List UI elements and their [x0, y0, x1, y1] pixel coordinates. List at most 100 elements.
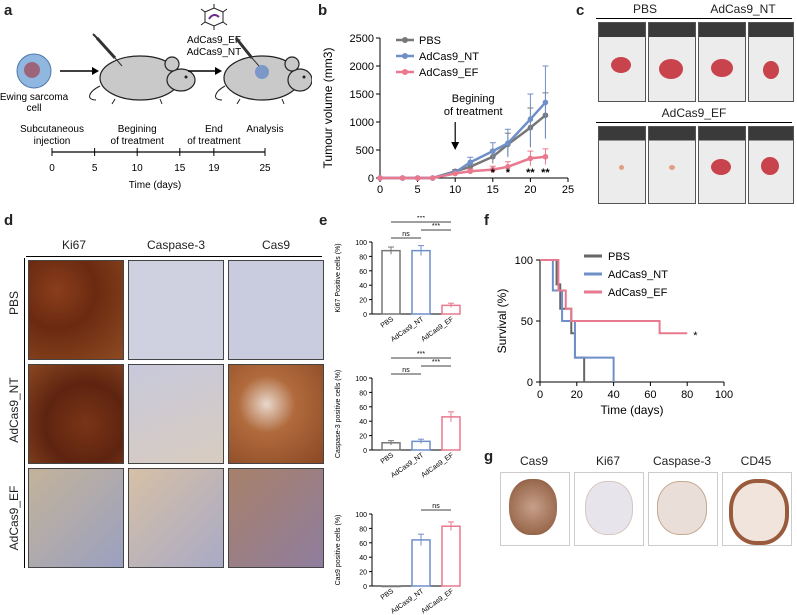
timeline-tick-label: 0: [49, 163, 55, 174]
tile-pbs-caspase3: [128, 260, 224, 360]
slice-cd45: [722, 472, 792, 546]
f-x-tick-label: 100: [715, 389, 733, 401]
f-x-tick-label: 40: [607, 389, 619, 401]
e-bar: [441, 525, 461, 587]
e-bar: [381, 249, 401, 315]
e-y-tick-label: 20: [359, 434, 367, 441]
syringe-2-icon: [234, 37, 260, 67]
photo-nt-2: [748, 22, 794, 102]
e-category-label: PBS: [380, 588, 396, 602]
slice-ki67: [574, 472, 644, 546]
e-sig-label: ns: [402, 231, 410, 238]
tile-ef-cas9: [228, 468, 324, 568]
e-y-tick-label: 20: [359, 298, 367, 305]
data-point: [505, 164, 511, 170]
legend-label: AdCas9_NT: [419, 51, 479, 63]
timeline-tick-label: 25: [259, 163, 271, 174]
survival-chart: 0 20 40 60 80 100 0 50 100 Time (days) Survival (%…: [495, 251, 733, 417]
e-sig-label: ***: [432, 223, 440, 230]
legend-label: AdCas9_EF: [419, 67, 479, 79]
data-point: [542, 99, 549, 106]
tile-nt-caspase3: [128, 364, 224, 464]
e-category-label: AdCas9_EF: [420, 452, 455, 479]
photo-ef-4: [748, 126, 794, 204]
legend-marker: [402, 69, 408, 75]
f-series-line-2: [540, 259, 688, 335]
legend-label: PBS: [419, 35, 441, 47]
panel-label-b: b: [318, 2, 328, 19]
f-legend-label: PBS: [608, 251, 630, 263]
f-x-axis-label: Time (days): [601, 403, 664, 417]
f-legend-label: AdCas9_EF: [608, 287, 668, 299]
x-tick-label: 10: [449, 184, 461, 196]
e-y-tick-label: 100: [355, 512, 367, 519]
photo-nt-1: [698, 22, 746, 102]
tile-ef-ki67: [28, 468, 124, 568]
photo-header-pbs: PBS: [632, 2, 657, 16]
timeline-xlabel: Time (days): [129, 180, 181, 191]
panel-a-schematic: Ewing sarcoma cell AdCas9_EF AdCas9_NT: [0, 4, 312, 191]
timeline-step-label: End: [205, 124, 223, 135]
d-row-pbs: PBS: [7, 290, 21, 315]
x-tick-label: 15: [487, 184, 499, 196]
timeline-tick-label: 10: [132, 163, 144, 174]
mouse-1-icon: [89, 55, 196, 105]
e-bar: [411, 539, 431, 587]
panel-label-c: c: [576, 2, 585, 19]
data-point: [542, 153, 549, 160]
timeline-tick-label: 5: [92, 163, 98, 174]
photo-ef-1: [598, 126, 646, 204]
e-sig-label: ***: [417, 351, 425, 358]
timeline-tick-label: 15: [174, 163, 186, 174]
cell-label-line2: cell: [26, 103, 41, 114]
f-y-tick-label: 100: [515, 255, 533, 267]
syringe-1-icon: [92, 33, 123, 67]
data-point: [377, 175, 383, 181]
y-tick-label: 1000: [350, 117, 374, 129]
e-y-tick-label: 40: [359, 555, 367, 562]
tile-nt-cas9: [228, 364, 324, 464]
y-tick-label: 500: [356, 145, 374, 157]
significance-mark: **: [526, 167, 535, 179]
data-point: [399, 175, 406, 181]
e-y-tick-label: 100: [355, 376, 367, 383]
d-col-caspase3: Caspase-3: [146, 238, 206, 252]
series-line-2: [380, 155, 546, 180]
e-y-tick-label: 100: [355, 240, 367, 247]
data-point: [527, 116, 534, 122]
g-label-cas9: Cas9: [519, 454, 548, 468]
timeline-step-label: of treatment: [187, 136, 241, 147]
f-legend-label: AdCas9_NT: [608, 269, 668, 281]
y-tick-label: 2000: [350, 61, 374, 73]
e-y-tick-label: 60: [359, 269, 367, 276]
photo-header-nt: AdCas9_NT: [710, 2, 776, 16]
timeline-step-label: Subcutaneous: [20, 124, 84, 135]
tile-ef-caspase3: [128, 468, 224, 568]
panel-label-e: e: [319, 212, 328, 229]
timeline-step-label: Analysis: [246, 124, 283, 135]
annotation-arrowhead: [451, 142, 460, 150]
y-tick-label: 0: [368, 173, 374, 185]
data-point: [490, 166, 496, 173]
tumour-volume-chart: 0 5 10 15 20 25 0 500 1000 1500 2000 2500 Tumour vol…: [321, 33, 574, 196]
e-category-label: PBS: [380, 452, 396, 466]
slice-caspase3: [648, 472, 718, 546]
e-y-tick-label: 40: [359, 419, 367, 426]
legend-marker: [402, 53, 408, 59]
e-y-tick-label: 60: [359, 405, 367, 412]
virus-label-1: AdCas9_EF: [187, 35, 241, 46]
e-y-tick-label: 0: [363, 448, 367, 455]
e-sig-label: ns: [432, 503, 440, 510]
e-y-axis-label: Cas9 positive cells (%): [335, 515, 342, 586]
e-sig-label: ns: [402, 367, 410, 374]
adenovirus-icon: [200, 4, 228, 30]
photo-ef-3: [698, 126, 746, 204]
e-y-tick-label: 40: [359, 283, 367, 290]
e-sig-label: ***: [432, 359, 440, 366]
f-x-tick-label: 0: [537, 389, 543, 401]
slice-cas9: [500, 472, 570, 546]
panel-label-g: g: [484, 448, 494, 465]
d-col-ki67: Ki67: [61, 238, 87, 252]
panel-label-a: a: [4, 2, 13, 19]
timeline-step-label: injection: [34, 136, 71, 147]
